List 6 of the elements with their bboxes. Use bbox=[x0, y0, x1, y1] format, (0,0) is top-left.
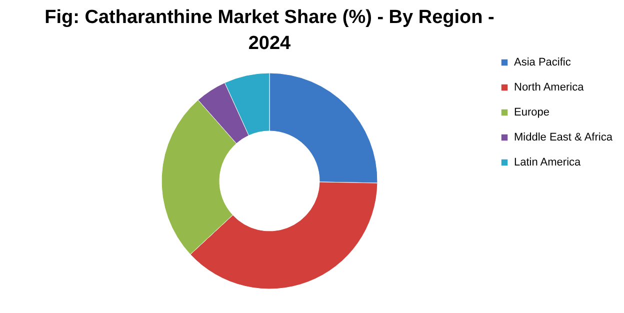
legend-label: Europe bbox=[514, 106, 550, 118]
legend-label: Asia Pacific bbox=[514, 56, 572, 68]
chart-title: Fig: Catharanthine Market Share (%) - By Region - 2024 bbox=[44, 7, 494, 54]
legend-label: North America bbox=[514, 82, 585, 94]
legend-label: Latin America bbox=[514, 156, 582, 168]
legend-label: Middle East & Africa bbox=[514, 132, 614, 144]
